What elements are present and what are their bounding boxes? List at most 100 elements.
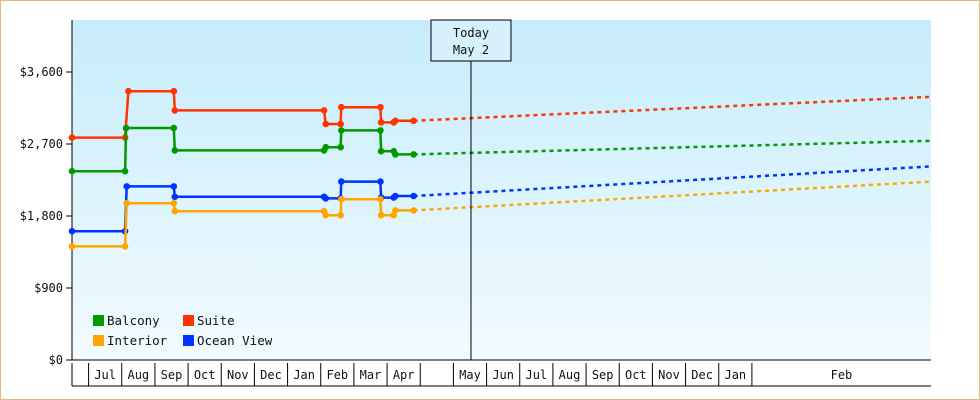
- legend-item-suite: Suite: [183, 313, 293, 328]
- series-point-suite: [377, 119, 385, 126]
- month-label: Dec: [691, 368, 713, 382]
- series-point-ocean-view: [377, 178, 384, 185]
- month-label: Sep: [161, 368, 183, 382]
- today-date: May 2: [453, 43, 489, 57]
- series-ocean-view: [68, 165, 932, 235]
- month-label: Aug: [127, 368, 149, 382]
- y-axis: $0 $900 $1,800 $2,700 $3,600: [20, 20, 931, 367]
- y-tick-label: $3,600: [20, 65, 63, 79]
- series-point-balcony: [122, 124, 130, 132]
- month-label: Dec: [260, 368, 282, 382]
- series-point-interior: [322, 211, 330, 219]
- month-label: Sep: [592, 368, 614, 382]
- month-label: Aug: [559, 368, 581, 382]
- series-point-interior: [171, 207, 179, 215]
- series-projection-suite: [413, 95, 932, 123]
- series-point-suite: [338, 103, 345, 111]
- legend-item-interior: Interior: [93, 333, 183, 348]
- month-label: Jan: [293, 368, 315, 382]
- series-point-suite: [377, 103, 384, 111]
- legend-label-interior: Interior: [107, 333, 168, 348]
- legend-item-ocean-view: Ocean View: [183, 333, 293, 348]
- series-point-balcony: [338, 127, 345, 134]
- y-tick-label: $0: [49, 353, 63, 367]
- y-tick-label: $1,800: [20, 209, 63, 223]
- series-point-suite: [392, 117, 399, 125]
- legend-item-balcony: Balcony: [93, 313, 183, 328]
- series-point-interior: [410, 207, 417, 214]
- series-point-balcony: [322, 143, 330, 151]
- series-point-ocean-view: [123, 183, 131, 190]
- series-point-suite: [410, 117, 417, 125]
- month-label: Nov: [227, 368, 249, 382]
- series-point-ocean-view: [392, 192, 399, 200]
- legend-swatch-suite: [183, 315, 194, 326]
- series-projection-ocean-view: [413, 165, 932, 198]
- series-point-interior: [377, 195, 384, 203]
- series-point-interior: [123, 199, 131, 207]
- series-point-interior: [392, 207, 399, 214]
- series-point-balcony: [377, 147, 385, 155]
- legend-swatch-interior: [93, 335, 104, 346]
- legend-swatch-ocean-view: [183, 335, 194, 346]
- month-label: Oct: [194, 368, 216, 382]
- month-label: Oct: [625, 368, 647, 382]
- legend: Balcony Suite Interior Ocean View: [93, 313, 293, 348]
- series-point-suite: [171, 107, 179, 114]
- y-tick-label: $2,700: [20, 137, 63, 151]
- series-point-ocean-view: [68, 227, 76, 235]
- series-point-balcony: [337, 143, 344, 151]
- month-label: Jul: [525, 368, 547, 382]
- month-band-bg: [72, 363, 931, 386]
- series-point-interior: [377, 211, 385, 219]
- series-point-suite: [68, 134, 76, 141]
- series-layer: [68, 87, 932, 250]
- series-point-interior: [338, 195, 345, 203]
- series-point-ocean-view: [410, 192, 417, 200]
- series-point-balcony: [68, 167, 76, 175]
- month-axis-band: Jul Aug Sep Oct Nov Dec Jan Feb Mar Apr May Jun Jul A…: [71, 363, 931, 387]
- series-suite: [68, 87, 932, 141]
- series-point-interior: [68, 243, 76, 250]
- series-point-suite: [320, 107, 328, 114]
- month-label: Feb: [326, 368, 348, 382]
- today-marker: Today May 2: [430, 19, 512, 360]
- series-point-balcony: [171, 147, 179, 154]
- legend-swatch-balcony: [93, 315, 104, 326]
- series-point-interior: [121, 243, 129, 250]
- series-point-suite: [337, 120, 344, 128]
- series-point-balcony: [170, 124, 178, 132]
- series-point-ocean-view: [338, 178, 345, 185]
- month-label: Jun: [492, 368, 514, 382]
- series-point-balcony: [121, 167, 129, 175]
- month-label: Jul: [94, 368, 116, 382]
- series-point-interior: [170, 199, 178, 207]
- today-label: Today: [453, 26, 489, 40]
- series-point-balcony: [377, 127, 384, 134]
- series-point-ocean-view: [170, 183, 178, 190]
- series-point-ocean-view: [171, 193, 179, 201]
- series-interior: [68, 180, 932, 250]
- y-tick-label: $900: [34, 281, 63, 295]
- series-balcony: [68, 124, 932, 175]
- series-point-suite: [125, 87, 132, 95]
- series-projection-interior: [413, 180, 932, 212]
- series-point-balcony: [392, 151, 399, 158]
- month-label: Apr: [393, 368, 415, 382]
- month-label: Nov: [658, 368, 680, 382]
- legend-label-suite: Suite: [197, 313, 235, 328]
- legend-label-ocean-view: Ocean View: [197, 333, 273, 348]
- series-point-suite: [170, 87, 178, 95]
- today-box: [430, 19, 512, 62]
- month-label: Mar: [360, 368, 382, 382]
- month-label: Jan: [724, 368, 746, 382]
- series-point-balcony: [410, 151, 417, 158]
- month-label: May: [459, 368, 481, 382]
- series-point-suite: [322, 120, 330, 128]
- series-projection-balcony: [413, 139, 932, 156]
- month-label: Feb: [831, 368, 853, 382]
- legend-label-balcony: Balcony: [107, 313, 160, 328]
- series-point-interior: [337, 211, 344, 219]
